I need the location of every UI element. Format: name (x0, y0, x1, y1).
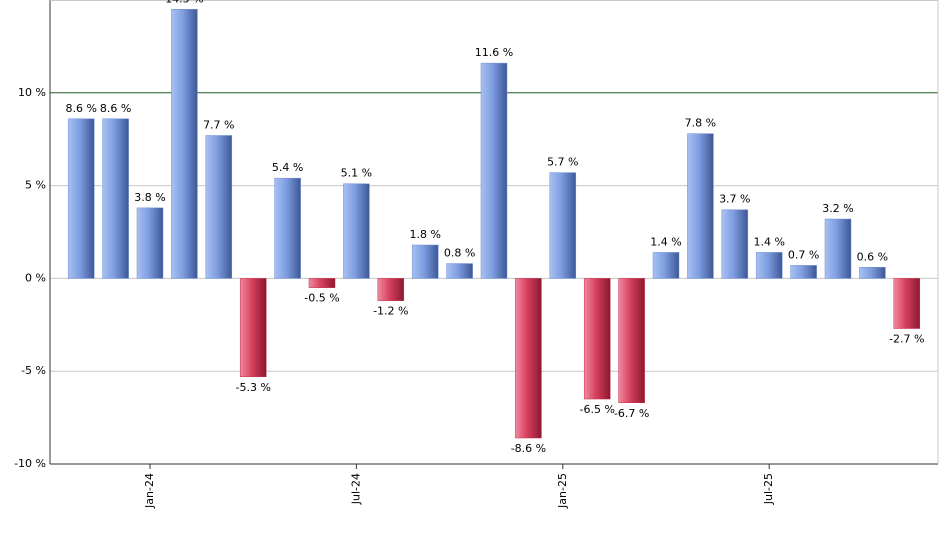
value-label: -6.7 % (614, 407, 649, 420)
value-label: 7.8 % (685, 117, 716, 130)
bar (859, 267, 886, 279)
value-label: -1.2 % (373, 305, 408, 318)
bar (790, 265, 817, 279)
value-label: 0.8 % (444, 247, 475, 260)
y-tick-label: 0 % (25, 271, 46, 284)
bar (618, 278, 645, 404)
bar (343, 183, 370, 279)
bar (480, 62, 508, 279)
bar (549, 172, 577, 279)
value-label: 1.4 % (753, 235, 784, 248)
value-label: 7.7 % (203, 118, 234, 131)
x-tick-label: Jan-24 (143, 473, 156, 509)
value-label: 3.2 % (822, 202, 853, 215)
value-label: 5.7 % (547, 156, 578, 169)
bar (377, 278, 405, 301)
value-label: 1.8 % (409, 228, 440, 241)
x-tick-label: Jul-24 (349, 473, 362, 505)
bar (308, 278, 336, 288)
value-label: 14.5 % (165, 0, 203, 5)
y-tick-label: 10 % (18, 86, 46, 99)
x-tick-label: Jan-25 (556, 473, 569, 509)
bar (893, 278, 921, 329)
value-label: 5.1 % (341, 167, 372, 180)
bar (136, 207, 164, 279)
bar (687, 133, 714, 279)
bar (446, 263, 473, 279)
value-label: 0.6 % (857, 250, 888, 263)
bar (67, 118, 95, 279)
value-label: 0.7 % (788, 248, 819, 261)
value-label: 1.4 % (650, 235, 681, 248)
value-label: -5.3 % (235, 381, 270, 394)
bar (274, 177, 301, 279)
value-label: 11.6 % (475, 46, 513, 59)
bar (411, 244, 439, 279)
x-tick-label: Jul-25 (762, 473, 775, 505)
value-label: -8.6 % (511, 442, 546, 455)
value-label: 3.8 % (134, 191, 165, 204)
value-label: 5.4 % (272, 161, 303, 174)
value-label: -2.7 % (889, 333, 924, 346)
y-tick-label: 5 % (25, 179, 46, 192)
bar (652, 252, 680, 279)
value-label: 8.6 % (100, 102, 131, 115)
value-label: -0.5 % (304, 292, 339, 305)
bar (583, 278, 611, 400)
y-tick-label: -5 % (21, 364, 46, 377)
bar (171, 9, 198, 279)
bar (239, 278, 267, 378)
bar (102, 118, 129, 279)
value-label: 3.7 % (719, 193, 750, 206)
value-label: 8.6 % (65, 102, 96, 115)
value-label: -6.5 % (579, 403, 614, 416)
y-tick-label: -10 % (14, 457, 46, 470)
bar (824, 218, 852, 279)
bar (205, 135, 233, 279)
bar (721, 209, 749, 279)
bar (515, 278, 542, 439)
bar (755, 252, 783, 279)
